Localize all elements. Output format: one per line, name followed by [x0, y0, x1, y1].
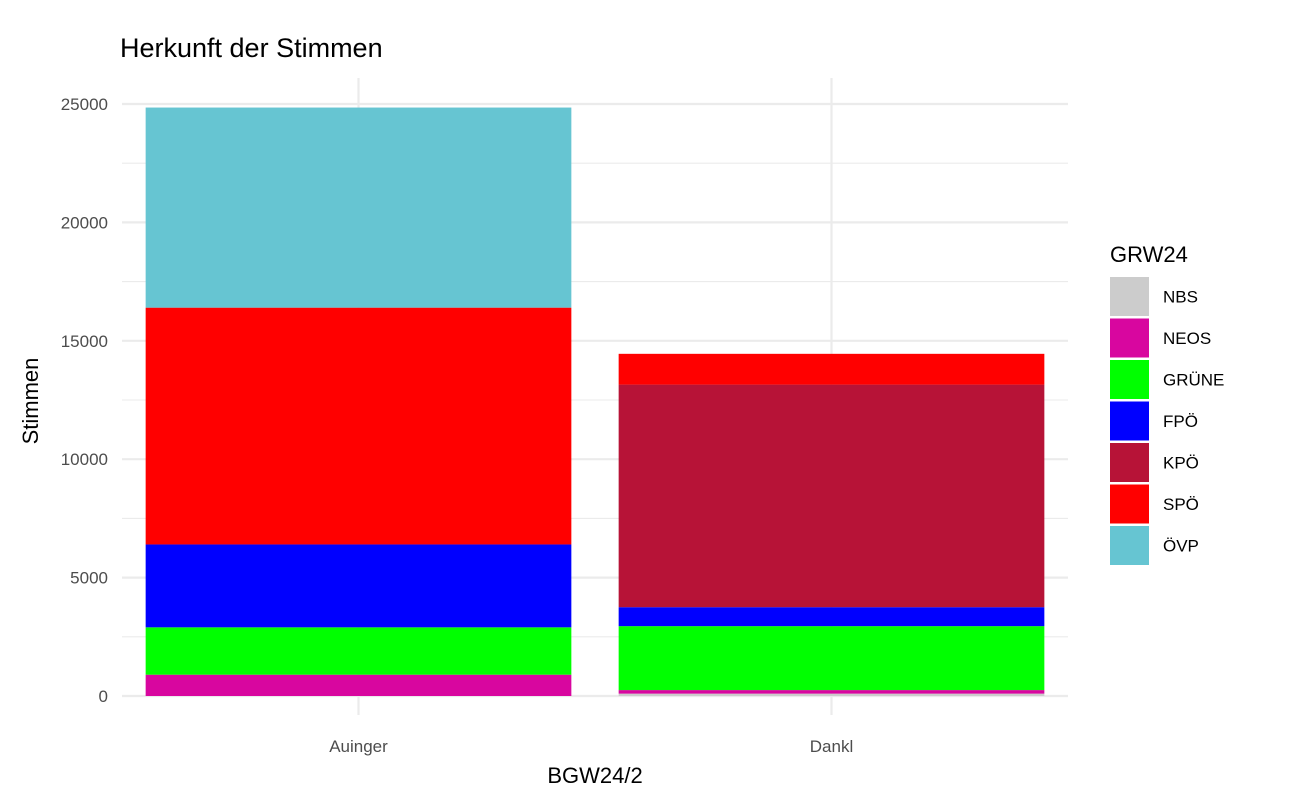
y-tick-label: 10000 [61, 450, 108, 469]
y-axis-ticks: 0 5000 10000 15000 20000 25000 [61, 95, 108, 706]
bar-segment-dankl-nbs [618, 693, 1045, 696]
bar-segment-dankl-neos [618, 690, 1045, 694]
x-axis-ticks: Auinger Dankl [329, 737, 853, 756]
legend-label: NEOS [1163, 329, 1211, 348]
legend-key-neos [1110, 318, 1149, 358]
legend-key-fpö [1110, 401, 1149, 441]
bar-segment-auinger-fpö [145, 544, 572, 628]
x-tick-label: Auinger [329, 737, 388, 756]
bar-segment-dankl-spö [618, 353, 1045, 385]
bar-segment-dankl-grüne [618, 626, 1045, 691]
legend-key-grüne [1110, 360, 1149, 399]
legend-label: GRÜNE [1163, 371, 1224, 390]
y-tick-label: 15000 [61, 332, 108, 351]
legend-label: ÖVP [1163, 537, 1199, 556]
legend-label: SPÖ [1163, 495, 1199, 514]
legend-label: NBS [1163, 288, 1198, 307]
x-tick-label: Dankl [810, 737, 853, 756]
bar-segment-dankl-fpö [618, 607, 1045, 627]
bar-segment-auinger-övp [145, 107, 572, 308]
bars [145, 107, 1045, 696]
bar-segment-auinger-grüne [145, 627, 572, 675]
x-axis-title: BGW24/2 [547, 763, 642, 788]
y-tick-label: 0 [99, 687, 108, 706]
bar-segment-dankl-kpö [618, 384, 1045, 608]
bar-segment-auinger-spö [145, 307, 572, 545]
legend-label: FPÖ [1163, 412, 1198, 431]
bar-segment-auinger-neos [145, 674, 572, 696]
y-tick-label: 5000 [70, 569, 108, 588]
y-tick-label: 20000 [61, 213, 108, 232]
legend: GRW24 NBS NEOS GRÜNE FPÖ KPÖ SPÖ ÖVP [1110, 242, 1224, 565]
y-axis-title: Stimmen [18, 358, 43, 445]
legend-title: GRW24 [1110, 242, 1188, 267]
legend-key-övp [1110, 526, 1149, 565]
legend-label: KPÖ [1163, 454, 1199, 473]
legend-key-nbs [1110, 277, 1149, 316]
chart-title: Herkunft der Stimmen [120, 33, 383, 63]
legend-key-spö [1110, 484, 1149, 524]
legend-items: NBS NEOS GRÜNE FPÖ KPÖ SPÖ ÖVP [1110, 277, 1224, 565]
legend-key-kpö [1110, 443, 1149, 482]
y-tick-label: 25000 [61, 95, 108, 114]
